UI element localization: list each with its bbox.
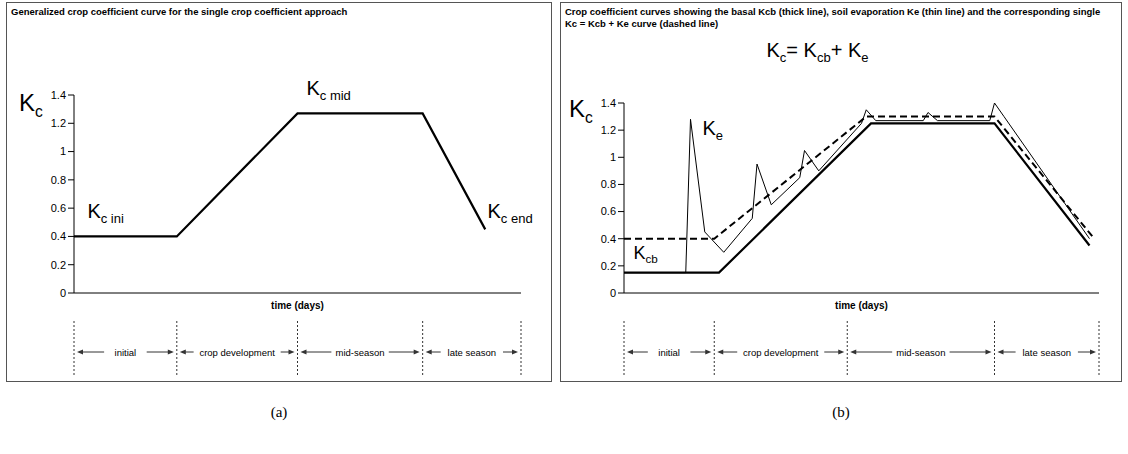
html-text:(b): (b) [832, 404, 850, 420]
svg-text:1.2: 1.2 [51, 117, 66, 129]
svg-text:1.4: 1.4 [51, 89, 66, 101]
svg-text:initial: initial [115, 347, 137, 358]
svg-text:1.4: 1.4 [601, 97, 616, 109]
svg-text:late season: late season [448, 347, 497, 358]
svg-text:time (days): time (days) [271, 300, 324, 311]
svg-text:time (days): time (days) [835, 300, 888, 311]
svg-text:late season: late season [1022, 347, 1071, 358]
svg-text:0: 0 [610, 287, 616, 299]
svg-text:0.6: 0.6 [601, 205, 616, 217]
html-text:Generalized crop coefficient c: Generalized crop coefficient curve for t… [11, 6, 348, 17]
svg-text:0.4: 0.4 [51, 230, 66, 242]
svg-text:0: 0 [60, 287, 66, 299]
html-text:Crop coefficient curves showin: Crop coefficient curves showing the basa… [565, 6, 1101, 29]
svg-text:Kcb: Kcb [634, 243, 659, 265]
svg-text:0.2: 0.2 [601, 260, 616, 272]
svg-text:mid-season: mid-season [896, 347, 945, 358]
svg-text:1: 1 [610, 151, 616, 163]
svg-text:0.6: 0.6 [51, 202, 66, 214]
svg-text:1: 1 [60, 145, 66, 157]
svg-text:1.2: 1.2 [601, 124, 616, 136]
svg-text:0.8: 0.8 [601, 178, 616, 190]
svg-text:mid-season: mid-season [336, 347, 385, 358]
svg-text:0.8: 0.8 [51, 174, 66, 186]
svg-text:0.2: 0.2 [51, 259, 66, 271]
svg-text:crop development: crop development [743, 347, 819, 358]
svg-text:Kc mid: Kc mid [306, 77, 350, 103]
svg-text:Kc= Kcb+ Ke: Kc= Kcb+ Ke [767, 39, 869, 65]
svg-text:Kc ini: Kc ini [87, 200, 124, 226]
svg-text:0.4: 0.4 [601, 233, 616, 245]
svg-text:Ke: Ke [702, 117, 723, 143]
svg-text:crop development: crop development [199, 347, 275, 358]
svg-text:initial: initial [658, 347, 680, 358]
svg-text:Kc: Kc [19, 89, 43, 120]
svg-text:Kc: Kc [569, 95, 593, 126]
svg-text:Kc end: Kc end [487, 200, 532, 226]
html-text:(a): (a) [270, 404, 288, 420]
